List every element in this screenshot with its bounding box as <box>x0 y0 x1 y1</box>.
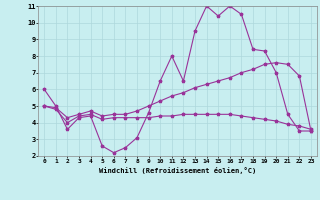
X-axis label: Windchill (Refroidissement éolien,°C): Windchill (Refroidissement éolien,°C) <box>99 167 256 174</box>
